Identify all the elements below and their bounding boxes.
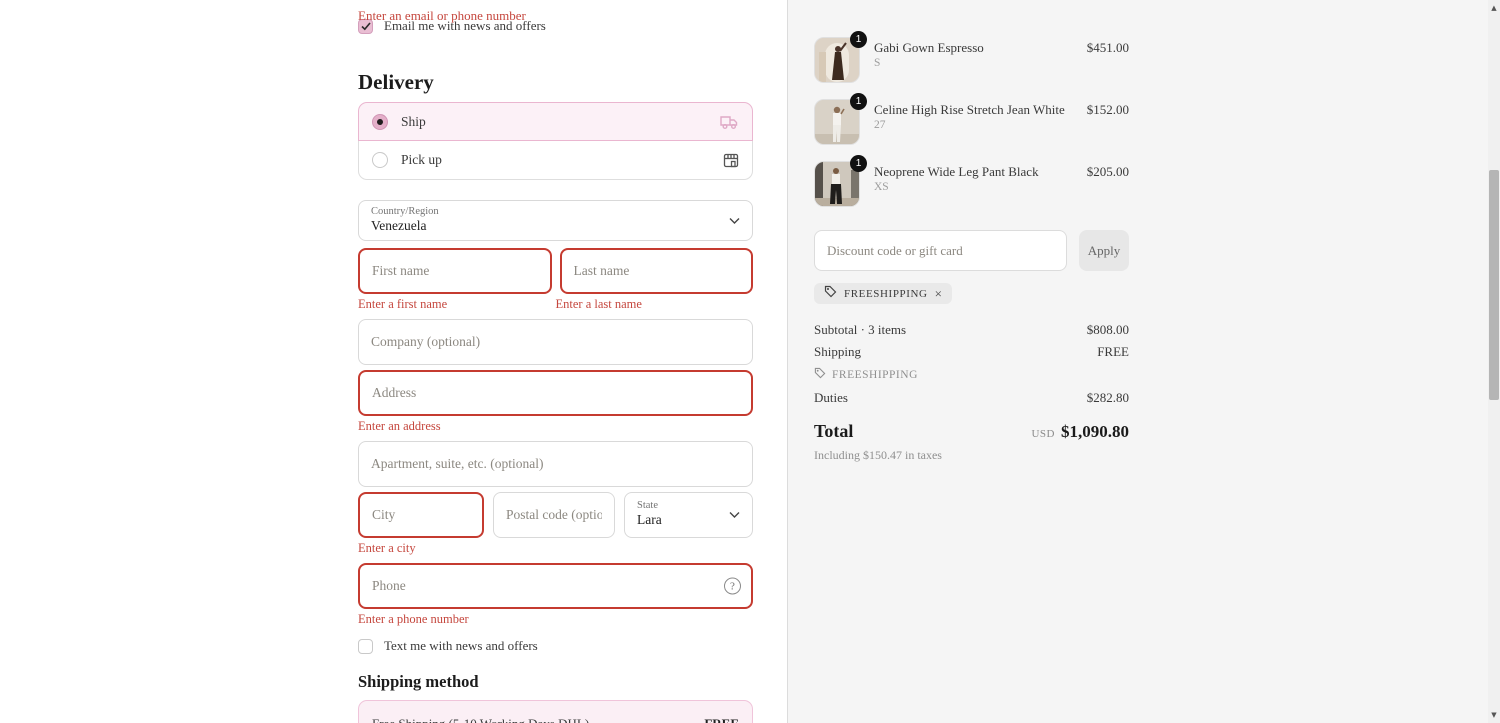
pickup-label: Pick up — [401, 152, 442, 167]
truck-icon — [719, 114, 739, 130]
ship-option[interactable]: Ship — [358, 102, 753, 141]
delivery-method-group: Ship Pick up — [358, 102, 753, 180]
cart-item: 1 Gabi Gown Espresso S $451.00 — [814, 31, 1129, 83]
shipping-method-heading: Shipping method — [358, 672, 479, 691]
quantity-badge: 1 — [850, 155, 867, 172]
postal-code-input[interactable] — [493, 492, 615, 538]
discount-code-input[interactable] — [814, 230, 1067, 271]
item-title: Celine High Rise Stretch Jean White — [874, 102, 1065, 117]
tag-icon — [814, 367, 826, 383]
phone-error: Enter a phone number — [358, 612, 469, 626]
state-select-value: Lara — [637, 512, 662, 527]
apartment-input[interactable] — [358, 441, 753, 487]
ship-label: Ship — [401, 113, 426, 129]
duties-value: $282.80 — [1086, 390, 1129, 405]
subtotal-value: $808.00 — [1086, 322, 1129, 337]
item-price: $451.00 — [1086, 40, 1129, 55]
scroll-up-icon[interactable]: ▲ — [1491, 4, 1497, 12]
state-select[interactable]: State Lara — [624, 492, 753, 538]
first-name-error: Enter a first name — [358, 297, 448, 311]
chevron-down-icon — [729, 217, 740, 224]
company-input[interactable] — [358, 319, 753, 365]
tag-icon — [824, 285, 837, 303]
country-select-label: Country/Region — [371, 206, 439, 217]
address-input[interactable] — [358, 370, 753, 416]
chevron-down-icon — [729, 512, 740, 519]
scrollbar-thumb[interactable] — [1489, 170, 1499, 400]
quantity-badge: 1 — [850, 31, 867, 48]
taxes-note: Including $150.47 in taxes — [814, 448, 942, 462]
shipping-option-label: Free Shipping (5-10 Working Days DHL) — [372, 716, 589, 723]
country-select[interactable]: Country/Region Venezuela — [358, 200, 753, 241]
delivery-heading: Delivery — [358, 70, 434, 94]
shipping-option-free[interactable]: Free Shipping (5-10 Working Days DHL) FR… — [358, 700, 753, 723]
pickup-option[interactable]: Pick up — [358, 141, 753, 180]
total-amount: $1,090.80 — [1061, 422, 1129, 441]
city-input[interactable] — [358, 492, 484, 538]
sms-optin-label: Text me with news and offers — [384, 638, 538, 653]
sms-optin-row[interactable]: Text me with news and offers — [358, 638, 753, 654]
total-currency: USD — [1031, 428, 1055, 440]
remove-discount-icon[interactable]: × — [934, 286, 942, 301]
email-optin-row[interactable]: Email me with news and offers — [358, 18, 753, 34]
checkbox-checked-icon[interactable] — [358, 18, 373, 34]
shipping-discount-code: FREESHIPPING — [832, 369, 918, 381]
item-variant: S — [874, 57, 881, 69]
item-variant: 27 — [874, 119, 886, 131]
email-optin-label: Email me with news and offers — [384, 18, 546, 33]
item-title: Neoprene Wide Leg Pant Black — [874, 164, 1039, 179]
address-error: Enter an address — [358, 419, 441, 433]
shipping-option-price: FREE — [704, 716, 739, 723]
cart-item: 1 Neoprene Wide Leg Pant Black XS $205.0… — [814, 155, 1129, 207]
shipping-label: Shipping — [814, 344, 861, 359]
radio-selected-icon[interactable] — [372, 113, 388, 130]
country-select-value: Venezuela — [371, 218, 427, 233]
first-name-input[interactable] — [358, 248, 552, 294]
page-scrollbar[interactable]: ▲ ▼ — [1488, 0, 1500, 723]
checkbox-unchecked-icon[interactable] — [358, 638, 373, 654]
cart-item: 1 Celine High Rise Stretch Jean White 27… — [814, 93, 1129, 145]
quantity-badge: 1 — [850, 93, 867, 110]
phone-input[interactable] — [358, 563, 753, 609]
order-summary-panel: 1 Gabi Gown Espresso S $451.00 — [787, 0, 1488, 723]
item-variant: XS — [874, 181, 889, 193]
item-price: $152.00 — [1086, 102, 1129, 117]
duties-label: Duties — [814, 390, 848, 405]
apply-discount-button[interactable]: Apply — [1079, 230, 1129, 271]
help-icon[interactable]: ? — [724, 577, 741, 595]
checkout-form-panel: Enter an email or phone number Email me … — [0, 0, 787, 723]
scroll-down-icon[interactable]: ▼ — [1491, 711, 1497, 719]
subtotal-label: Subtotal · 3 items — [814, 322, 907, 337]
last-name-error: Enter a last name — [555, 297, 642, 311]
shipping-discount-row: FREESHIPPING — [814, 367, 1129, 383]
last-name-input[interactable] — [559, 248, 753, 294]
city-error: Enter a city — [358, 541, 416, 555]
radio-unselected-icon[interactable] — [372, 152, 388, 168]
product-image-celine-jean — [814, 99, 860, 145]
shipping-value: FREE — [1097, 344, 1129, 359]
item-price: $205.00 — [1086, 164, 1129, 179]
contact-error-text: Enter an email or phone number — [358, 8, 526, 23]
applied-discount-code: FREESHIPPING — [844, 287, 928, 300]
total-label: Total — [814, 421, 854, 441]
applied-discount-pill: FREESHIPPING × — [814, 283, 952, 304]
state-select-label: State — [637, 500, 658, 511]
store-icon — [723, 153, 739, 168]
cost-summary: Subtotal · 3 items $808.00 Shipping FREE… — [814, 323, 1129, 463]
item-title: Gabi Gown Espresso — [874, 40, 984, 55]
